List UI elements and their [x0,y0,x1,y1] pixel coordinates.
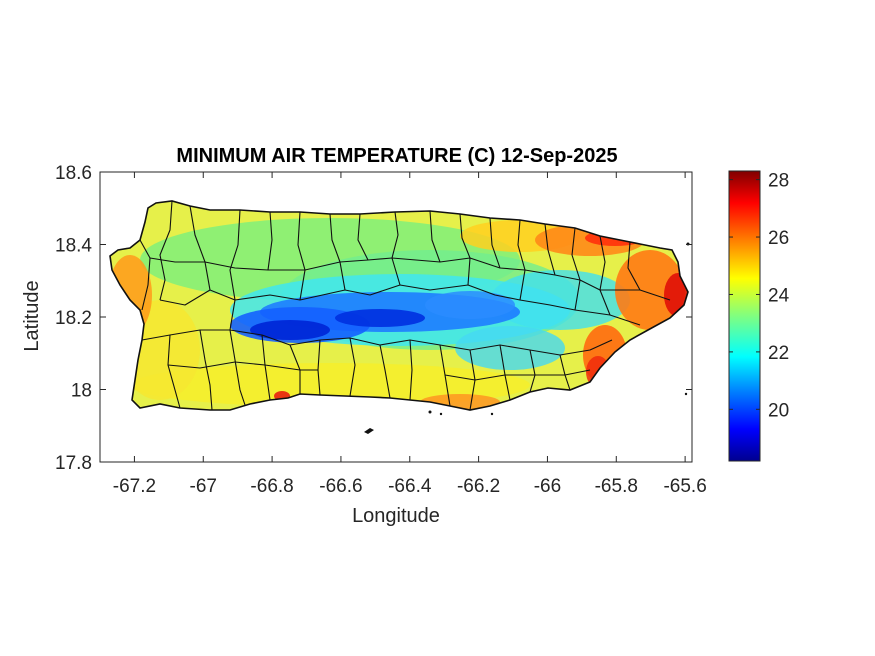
y-tick-label: 18.4 [55,236,92,257]
boundary-line [229,329,246,406]
boundary-line [429,210,441,263]
x-axis-ticks: -67.2 -67 -66.8 -66.6 -66.4 -66.2 -66 -65.8 -65.… [113,172,707,497]
boundary-line [379,344,391,399]
boundary-line [149,257,671,301]
temperature-field [110,201,688,410]
boundary-line [267,211,273,271]
colorbar-ticks: 20 22 24 26 28 [729,171,790,421]
colorbar-tick-label: 20 [768,400,789,421]
field-yellow-south [130,363,530,407]
islet [428,410,432,414]
colorbar-tick-label: 26 [768,228,789,249]
x-tick-label: -67 [190,476,217,497]
field-deep-blue-core [250,320,330,340]
x-tick-label: -65.6 [663,476,706,497]
boundary-line [189,205,211,291]
islet [439,412,443,416]
boundary-line [627,241,641,291]
y-tick-label: 18 [71,381,92,402]
boundary-line [517,219,526,301]
boundary-line [357,213,369,261]
x-tick-label: -65.8 [595,476,638,497]
boundary-line [159,200,173,301]
boundary-line [229,209,241,331]
boundary-line [349,337,356,397]
islet [684,392,688,396]
field-blue-east [425,291,515,319]
x-tick-label: -67.2 [113,476,156,497]
field-cyan-southeast [455,326,565,370]
y-tick-label: 17.8 [55,453,92,474]
x-tick-label: -66.2 [457,476,500,497]
islet [490,412,494,416]
municipality-boundaries [139,200,671,411]
boundary-line [139,239,151,311]
boundary-line [409,339,413,401]
boundary-line [599,235,611,316]
colorbar-tick-label: 24 [768,285,790,306]
y-tick-label: 18.2 [55,308,92,329]
x-axis-label: Longitude [352,505,440,527]
boundary-line [159,284,641,326]
field-cyan-east [490,270,630,330]
boundary-line [297,211,306,301]
y-tick-label: 18.6 [55,163,92,184]
boundary-line [167,334,181,409]
islet-caja-de-muertos [364,428,374,434]
y-axis-label: Latitude [21,280,43,351]
boundary-line [444,369,591,381]
x-tick-label: -66.6 [319,476,362,497]
y-axis-ticks: 17.8 18 18.2 18.4 18.6 [55,163,692,474]
offshore-islets [364,242,690,434]
x-tick-label: -66 [534,476,561,497]
x-tick-label: -66.4 [388,476,432,497]
boundary-line [167,361,318,371]
colorbar-gradient [728,170,761,462]
colorbar: 20 22 24 26 28 [728,170,790,462]
boundary-line [329,213,346,291]
field-orange-east [615,250,685,330]
boundary-line [544,223,556,276]
boundary-line [391,211,401,286]
field-deep-blue-core2 [335,309,425,327]
colorbar-tick-label: 28 [768,171,789,192]
boundary-line [571,227,581,311]
chart-title: MINIMUM AIR TEMPERATURE (C) 12-Sep-2025 [176,145,617,167]
boundary-line [459,213,471,286]
boundary-line [199,329,213,411]
boundary-line [489,217,501,269]
colorbar-tick-label: 22 [768,343,789,364]
map-axes: -67.2 -67 -66.8 -66.6 -66.4 -66.2 -66 -65.8 -65.… [55,163,707,497]
x-tick-label: -66.8 [250,476,293,497]
